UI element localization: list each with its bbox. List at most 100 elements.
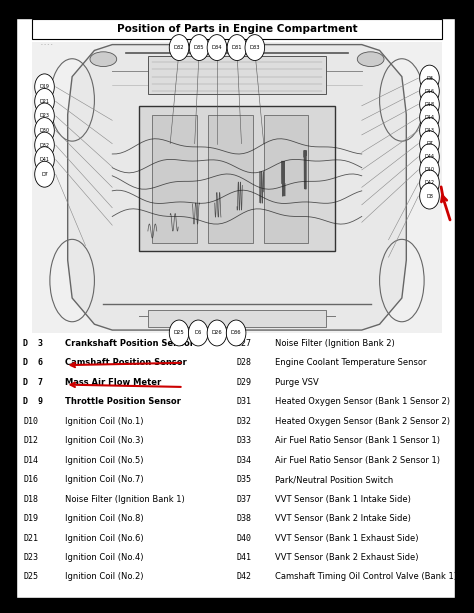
Circle shape bbox=[189, 320, 208, 346]
Text: Ignition Coil (No.4): Ignition Coil (No.4) bbox=[65, 553, 144, 562]
Text: D19: D19 bbox=[40, 85, 49, 89]
Text: D31: D31 bbox=[237, 397, 252, 406]
Text: - - - -: - - - - bbox=[41, 42, 53, 47]
Text: D26: D26 bbox=[211, 330, 222, 335]
Text: D16: D16 bbox=[23, 475, 38, 484]
Text: D25: D25 bbox=[23, 573, 38, 582]
FancyBboxPatch shape bbox=[139, 106, 335, 251]
Text: D36: D36 bbox=[231, 330, 241, 335]
Text: D33: D33 bbox=[237, 436, 252, 445]
Text: Mass Air Flow Meter: Mass Air Flow Meter bbox=[65, 378, 162, 387]
FancyBboxPatch shape bbox=[148, 310, 326, 327]
Circle shape bbox=[227, 34, 247, 61]
Text: D37: D37 bbox=[237, 495, 252, 504]
Text: D  6: D 6 bbox=[23, 359, 43, 367]
Text: D29: D29 bbox=[237, 378, 252, 387]
Text: D35: D35 bbox=[194, 45, 204, 50]
Text: D41: D41 bbox=[39, 157, 49, 162]
Ellipse shape bbox=[357, 52, 384, 67]
Text: D32: D32 bbox=[39, 143, 49, 148]
Text: D42: D42 bbox=[425, 180, 435, 186]
Text: D21: D21 bbox=[23, 533, 38, 543]
Circle shape bbox=[35, 132, 55, 158]
Text: D27: D27 bbox=[237, 339, 252, 348]
Text: Position of Parts in Engine Compartment: Position of Parts in Engine Compartment bbox=[117, 24, 357, 34]
Text: Engine Coolant Temperature Sensor: Engine Coolant Temperature Sensor bbox=[275, 359, 427, 367]
Text: Noise Filter (Ignition Bank 1): Noise Filter (Ignition Bank 1) bbox=[65, 495, 185, 504]
Circle shape bbox=[419, 183, 439, 209]
Text: D38: D38 bbox=[237, 514, 252, 523]
Circle shape bbox=[35, 103, 55, 129]
Text: D3: D3 bbox=[426, 75, 433, 80]
Text: D33: D33 bbox=[250, 45, 260, 50]
Text: D  3: D 3 bbox=[23, 339, 43, 348]
Text: D34: D34 bbox=[237, 455, 252, 465]
Text: D16: D16 bbox=[425, 89, 435, 94]
Text: Crankshaft Position Sensor: Crankshaft Position Sensor bbox=[65, 339, 194, 348]
FancyBboxPatch shape bbox=[17, 18, 456, 598]
Circle shape bbox=[419, 157, 439, 183]
Text: D40: D40 bbox=[237, 533, 252, 543]
Text: D25: D25 bbox=[173, 330, 184, 335]
Text: VVT Sensor (Bank 2 Exhaust Side): VVT Sensor (Bank 2 Exhaust Side) bbox=[275, 553, 419, 562]
Text: Noise Filter (Ignition Bank 2): Noise Filter (Ignition Bank 2) bbox=[275, 339, 395, 348]
Circle shape bbox=[207, 320, 227, 346]
Circle shape bbox=[419, 91, 439, 117]
Circle shape bbox=[419, 144, 439, 170]
Text: Ignition Coil (No.3): Ignition Coil (No.3) bbox=[65, 436, 144, 445]
Text: Camshaft Timing Oil Control Valve (Bank 1): Camshaft Timing Oil Control Valve (Bank … bbox=[275, 573, 457, 582]
Text: Ignition Coil (No.2): Ignition Coil (No.2) bbox=[65, 573, 144, 582]
Text: Air Fuel Ratio Sensor (Bank 1 Sensor 1): Air Fuel Ratio Sensor (Bank 1 Sensor 1) bbox=[275, 436, 440, 445]
Circle shape bbox=[419, 65, 439, 91]
Circle shape bbox=[189, 34, 209, 61]
Text: D10: D10 bbox=[425, 167, 435, 172]
Text: Heated Oxygen Sensor (Bank 2 Sensor 2): Heated Oxygen Sensor (Bank 2 Sensor 2) bbox=[275, 417, 450, 425]
Text: D18: D18 bbox=[425, 102, 435, 107]
Circle shape bbox=[35, 147, 55, 173]
Text: D13: D13 bbox=[425, 128, 435, 133]
Text: D23: D23 bbox=[23, 553, 38, 562]
Text: D32: D32 bbox=[237, 417, 252, 425]
Ellipse shape bbox=[90, 52, 117, 67]
Text: D6: D6 bbox=[194, 330, 202, 335]
Text: D14: D14 bbox=[23, 455, 38, 465]
Text: D  7: D 7 bbox=[23, 378, 43, 387]
Circle shape bbox=[207, 34, 227, 61]
FancyBboxPatch shape bbox=[32, 20, 442, 39]
Text: VVT Sensor (Bank 2 Intake Side): VVT Sensor (Bank 2 Intake Side) bbox=[275, 514, 411, 523]
FancyBboxPatch shape bbox=[264, 115, 308, 243]
Circle shape bbox=[169, 34, 189, 61]
Text: VVT Sensor (Bank 1 Exhaust Side): VVT Sensor (Bank 1 Exhaust Side) bbox=[275, 533, 419, 543]
Text: D31: D31 bbox=[232, 45, 242, 50]
Text: Camshaft Position Sensor: Camshaft Position Sensor bbox=[65, 359, 187, 367]
Text: D7: D7 bbox=[426, 141, 433, 146]
FancyBboxPatch shape bbox=[32, 42, 442, 333]
Text: D8: D8 bbox=[426, 194, 433, 199]
Text: D21: D21 bbox=[39, 99, 49, 104]
Text: D30: D30 bbox=[39, 128, 49, 133]
Text: Ignition Coil (No.6): Ignition Coil (No.6) bbox=[65, 533, 144, 543]
Text: Ignition Coil (No.1): Ignition Coil (No.1) bbox=[65, 417, 144, 425]
Polygon shape bbox=[68, 45, 406, 330]
Text: Heated Oxygen Sensor (Bank 1 Sensor 2): Heated Oxygen Sensor (Bank 1 Sensor 2) bbox=[275, 397, 450, 406]
Text: D28: D28 bbox=[237, 359, 252, 367]
Circle shape bbox=[35, 74, 55, 100]
Text: D44: D44 bbox=[425, 154, 435, 159]
FancyBboxPatch shape bbox=[152, 115, 197, 243]
Text: Park/Neutral Position Switch: Park/Neutral Position Switch bbox=[275, 475, 393, 484]
FancyBboxPatch shape bbox=[148, 56, 326, 94]
Circle shape bbox=[419, 78, 439, 104]
Text: D23: D23 bbox=[39, 113, 49, 118]
Text: Air Fuel Ratio Sensor (Bank 2 Sensor 1): Air Fuel Ratio Sensor (Bank 2 Sensor 1) bbox=[275, 455, 440, 465]
Text: Ignition Coil (No.5): Ignition Coil (No.5) bbox=[65, 455, 144, 465]
FancyBboxPatch shape bbox=[208, 115, 253, 243]
Circle shape bbox=[419, 170, 439, 196]
Circle shape bbox=[35, 161, 55, 187]
Text: D18: D18 bbox=[23, 495, 38, 504]
Text: Throttle Position Sensor: Throttle Position Sensor bbox=[65, 397, 182, 406]
Circle shape bbox=[226, 320, 246, 346]
Text: D10: D10 bbox=[23, 417, 38, 425]
Text: D34: D34 bbox=[211, 45, 222, 50]
Text: D35: D35 bbox=[237, 475, 252, 484]
Text: Ignition Coil (No.7): Ignition Coil (No.7) bbox=[65, 475, 144, 484]
